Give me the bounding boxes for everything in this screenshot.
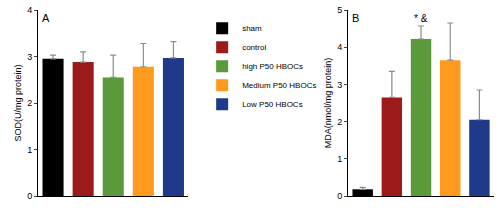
svg-text:3: 3 <box>27 52 32 62</box>
svg-text:2: 2 <box>27 98 32 108</box>
svg-text:1: 1 <box>27 145 32 155</box>
svg-text:3: 3 <box>337 80 342 90</box>
svg-text:B: B <box>352 12 359 24</box>
svg-text:5: 5 <box>337 5 342 15</box>
svg-text:0: 0 <box>27 191 32 201</box>
svg-text:SOD(U/mg protein): SOD(U/mg protein) <box>13 64 23 141</box>
svg-text:sham: sham <box>242 24 262 33</box>
svg-text:4: 4 <box>337 42 342 52</box>
svg-text:Medium P50 HBOCs: Medium P50 HBOCs <box>242 81 316 90</box>
svg-text:A: A <box>42 12 50 24</box>
svg-text:2: 2 <box>337 117 342 127</box>
svg-text:0: 0 <box>337 191 342 201</box>
svg-text:* &: * & <box>414 13 428 24</box>
svg-text:control: control <box>242 43 266 52</box>
svg-text:MDA(nmol/mg protein): MDA(nmol/mg protein) <box>323 58 333 149</box>
svg-text:Low P50 HBOCs: Low P50 HBOCs <box>242 100 302 109</box>
svg-text:1: 1 <box>337 154 342 164</box>
svg-text:high P50 HBOCs: high P50 HBOCs <box>242 62 303 71</box>
svg-text:4: 4 <box>27 5 32 15</box>
